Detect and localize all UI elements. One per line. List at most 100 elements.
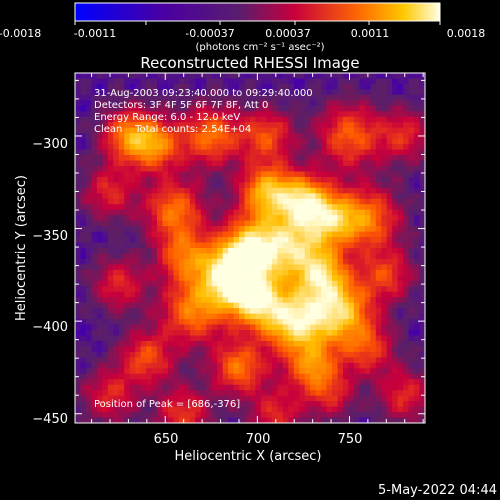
- heatmap-cell: [293, 286, 300, 293]
- heatmap-cell: [315, 384, 322, 391]
- heatmap-cell: [293, 83, 300, 90]
- heatmap-cell: [129, 248, 136, 254]
- heatmap-cell: [332, 149, 338, 156]
- heatmap-cell: [167, 116, 174, 123]
- heatmap-cell: [75, 379, 81, 386]
- heatmap-cell: [211, 275, 218, 282]
- heatmap-cell: [135, 401, 142, 407]
- heatmap-cell: [332, 297, 338, 304]
- heatmap-cell: [118, 83, 125, 90]
- heatmap-cell: [107, 291, 114, 298]
- heatmap-cell: [381, 215, 388, 222]
- heatmap-cell: [184, 417, 191, 423]
- heatmap-cell: [113, 248, 120, 254]
- heatmap-cell: [135, 351, 142, 358]
- heatmap-cell: [151, 182, 158, 189]
- heatmap-cell: [282, 100, 289, 107]
- heatmap-cell: [107, 226, 114, 232]
- heatmap-cell: [167, 351, 174, 358]
- heatmap-cell: [244, 308, 251, 315]
- heatmap-cell: [337, 280, 344, 287]
- heatmap-cell: [206, 83, 213, 90]
- heatmap-cell: [266, 193, 273, 200]
- heatmap-cell: [228, 357, 234, 364]
- heatmap-cell: [206, 209, 213, 216]
- heatmap-cell: [113, 171, 120, 178]
- heatmap-cell: [414, 401, 420, 407]
- heatmap-cell: [364, 297, 371, 304]
- heatmap-cell: [129, 286, 136, 293]
- heatmap-cell: [135, 176, 142, 183]
- heatmap-cell: [151, 100, 158, 107]
- heatmap-cell: [124, 144, 131, 150]
- heatmap-cell: [107, 390, 114, 397]
- heatmap-cell: [315, 144, 322, 150]
- heatmap-cell: [260, 209, 267, 216]
- heatmap-cell: [364, 160, 371, 167]
- heatmap-cell: [167, 324, 174, 331]
- heatmap-cell: [167, 269, 174, 276]
- heatmap-cell: [206, 324, 213, 331]
- heatmap-cell: [217, 149, 224, 156]
- heatmap-cell: [260, 384, 267, 391]
- heatmap-cell: [178, 122, 185, 129]
- heatmap-cell: [271, 193, 278, 200]
- heatmap-cell: [282, 83, 289, 90]
- heatmap-cell: [217, 116, 224, 123]
- heatmap-cell: [359, 171, 366, 178]
- heatmap-cell: [157, 111, 163, 118]
- heatmap-cell: [211, 198, 218, 205]
- heatmap-cell: [321, 78, 327, 85]
- heatmap-cell: [178, 171, 185, 178]
- heatmap-cell: [140, 368, 147, 375]
- heatmap-cell: [403, 220, 409, 227]
- heatmap-cell: [353, 417, 360, 423]
- heatmap-cell: [222, 204, 229, 211]
- heatmap-cell: [277, 340, 284, 347]
- heatmap-cell: [299, 226, 306, 232]
- heatmap-cell: [348, 302, 355, 309]
- heatmap-cell: [135, 144, 142, 150]
- heatmap-cell: [140, 204, 147, 211]
- heatmap-cell: [326, 105, 333, 112]
- heatmap-cell: [113, 133, 120, 140]
- heatmap-cell: [370, 105, 377, 112]
- heatmap-cell: [348, 160, 355, 167]
- heatmap-cell: [80, 302, 87, 309]
- heatmap-cell: [375, 264, 382, 271]
- heatmap-cell: [91, 171, 98, 178]
- heatmap-cell: [75, 401, 81, 407]
- heatmap-cell: [211, 105, 218, 112]
- heatmap-cell: [233, 319, 240, 325]
- heatmap-cell: [304, 313, 311, 320]
- heatmap-cell: [146, 308, 152, 315]
- heatmap-cell: [293, 373, 300, 380]
- heatmap-cell: [370, 340, 377, 347]
- heatmap-cell: [353, 242, 360, 249]
- heatmap-cell: [304, 138, 311, 145]
- heatmap-cell: [277, 330, 284, 336]
- heatmap-cell: [326, 401, 333, 407]
- heatmap-cell: [140, 73, 147, 79]
- heatmap-cell: [315, 122, 322, 129]
- heatmap-cell: [124, 319, 131, 325]
- heatmap-cell: [342, 269, 349, 276]
- heatmap-cell: [299, 187, 306, 194]
- heatmap-cell: [124, 412, 131, 418]
- heatmap-cell: [364, 351, 371, 358]
- heatmap-cell: [277, 94, 284, 101]
- heatmap-cell: [337, 133, 344, 140]
- heatmap-cell: [140, 133, 147, 140]
- heatmap-cell: [304, 127, 311, 134]
- heatmap-cell: [244, 149, 251, 156]
- heatmap-cell: [348, 324, 355, 331]
- heatmap-cell: [195, 215, 202, 222]
- heatmap-cell: [107, 187, 114, 194]
- heatmap-cell: [299, 302, 306, 309]
- heatmap-cell: [408, 226, 415, 232]
- heatmap-cell: [228, 417, 234, 423]
- heatmap-cell: [255, 116, 262, 123]
- heatmap-cell: [315, 182, 322, 189]
- heatmap-cell: [381, 302, 388, 309]
- heatmap-cell: [189, 319, 196, 325]
